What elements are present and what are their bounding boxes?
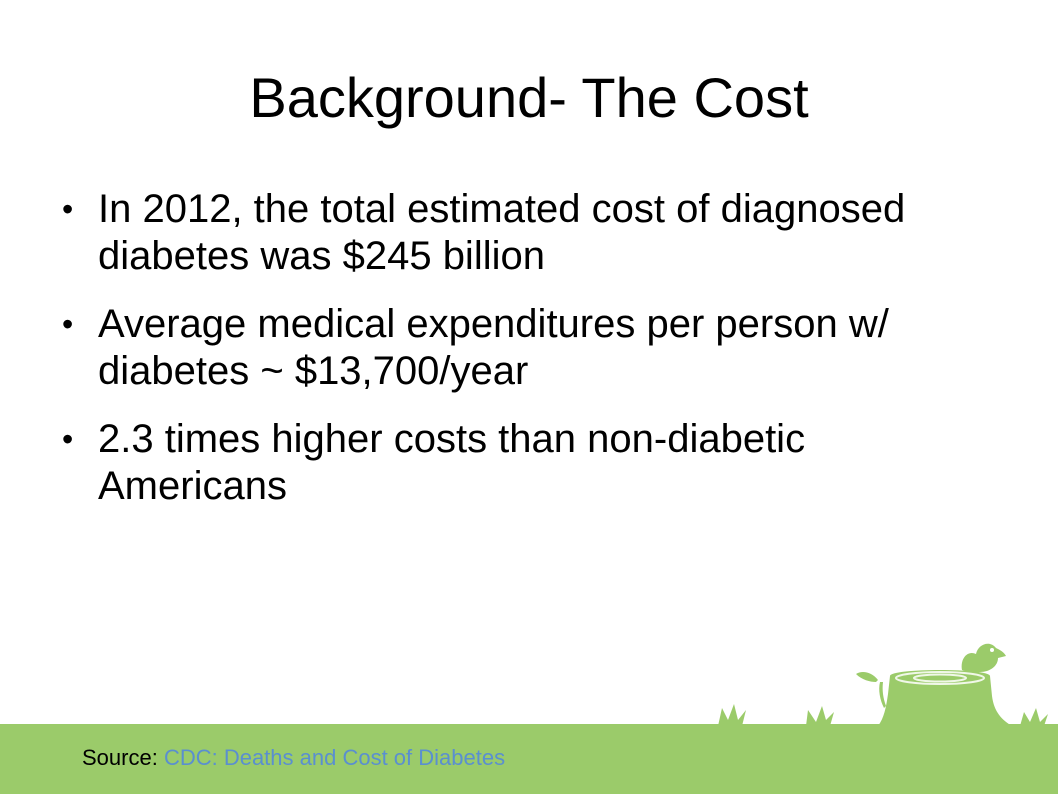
grass-decoration [718,643,1048,726]
grass-tuft-icon [1020,708,1048,726]
bullet-text-line: In 2012, the total estimated cost of dia… [98,187,906,231]
slide-title: Background- The Cost [249,66,809,129]
bullet-marker: • [62,191,74,227]
bird-icon [961,643,1006,672]
bullet-text-line: Americans [98,464,287,508]
bullet-text-line: diabetes was $245 billion [98,234,545,278]
grass-tuft-icon [806,706,834,726]
tree-stump-icon [878,670,1012,726]
source-label: Source: [82,745,164,770]
bullet-text-line: 2.3 times higher costs than non-diabetic [98,417,806,461]
bullet-marker: • [62,421,74,457]
bullet-marker: • [62,306,74,342]
bullet-text-line: diabetes ~ $13,700/year [98,349,529,393]
bullet-item: • In 2012, the total estimated cost of d… [62,186,1002,280]
source-link[interactable]: CDC: Deaths and Cost of Diabetes [163,745,506,770]
source-footer: Source: CDC: Deaths and Cost of Diabetes [82,744,505,772]
bullet-list: • In 2012, the total estimated cost of d… [62,186,1002,531]
bullet-item: • Average medical expenditures per perso… [62,301,1002,395]
sprout-icon [856,672,886,708]
bullet-text-line: Average medical expenditures per person … [98,302,889,346]
footer-bar [0,724,1058,794]
grass-tuft-icon [718,704,746,726]
bullet-item: • 2.3 times higher costs than non-diabet… [62,416,1002,510]
